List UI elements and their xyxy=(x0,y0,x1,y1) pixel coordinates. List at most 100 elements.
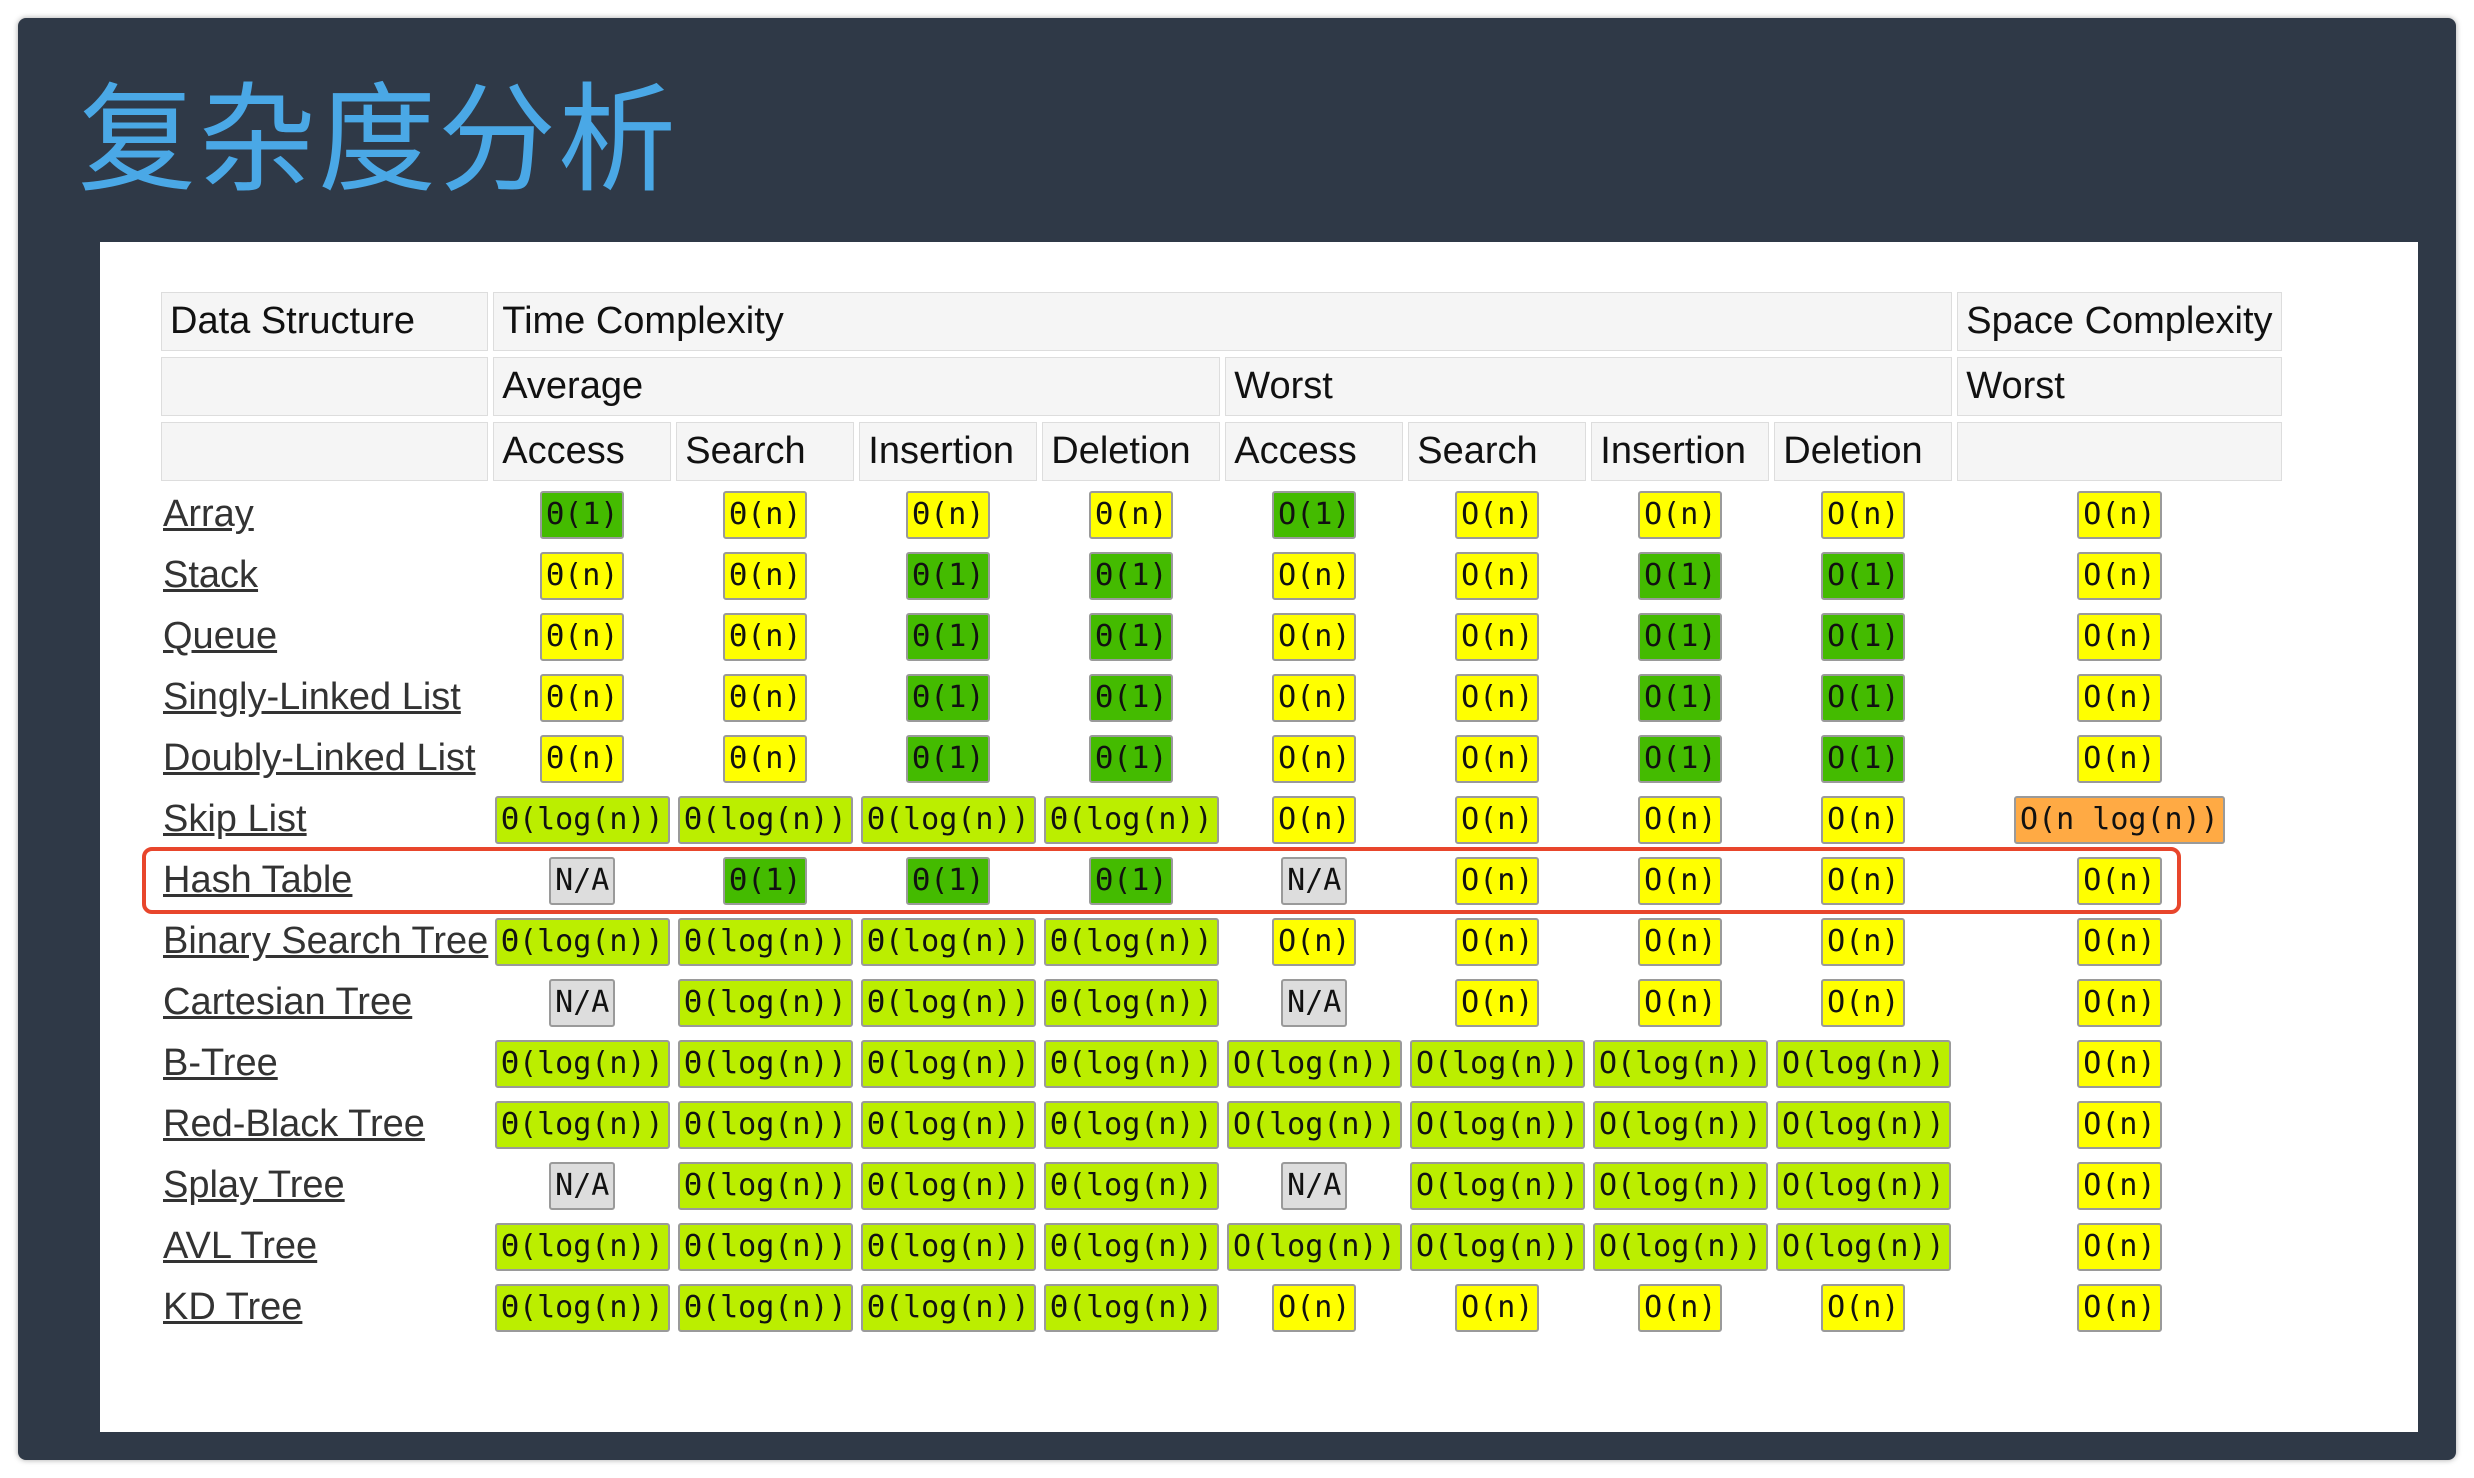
data-structure-link[interactable]: Array xyxy=(163,493,254,535)
data-structure-link[interactable]: Queue xyxy=(163,615,278,657)
complexity-cell: Θ(n) xyxy=(493,548,671,603)
complexity-cell: Θ(1) xyxy=(1042,609,1220,664)
complexity-cell: O(1) xyxy=(1591,548,1769,603)
complexity-cell: O(n) xyxy=(1774,914,1952,969)
complexity-badge: Θ(1) xyxy=(906,856,991,905)
complexity-badge: O(n) xyxy=(1638,1283,1723,1332)
complexity-cell: Θ(log(n)) xyxy=(676,975,854,1030)
data-structure-link[interactable]: Splay Tree xyxy=(163,1164,345,1206)
complexity-badge: Θ(log(n)) xyxy=(1043,1161,1219,1210)
complexity-badge: O(n) xyxy=(2077,1161,2162,1210)
complexity-badge: Θ(log(n)) xyxy=(677,795,853,844)
complexity-cell: O(log(n)) xyxy=(1408,1158,1586,1213)
complexity-badge: Θ(1) xyxy=(906,673,991,722)
complexity-cell: O(n) xyxy=(1225,792,1403,847)
complexity-badge: Θ(1) xyxy=(1089,673,1174,722)
complexity-cell: O(n) xyxy=(1225,914,1403,969)
complexity-badge: O(log(n)) xyxy=(1592,1100,1768,1149)
complexity-badge: O(n) xyxy=(1638,917,1723,966)
complexity-cell: O(n) xyxy=(1957,731,2281,786)
complexity-badge: O(1) xyxy=(1821,673,1906,722)
complexity-badge: O(log(n)) xyxy=(1409,1161,1585,1210)
complexity-badge: O(n) xyxy=(2077,1100,2162,1149)
header-avg-search: Search xyxy=(676,422,855,481)
complexity-cell: N/A xyxy=(1225,975,1403,1030)
row-name-cell: Binary Search Tree xyxy=(161,914,488,969)
table-row: Array Θ(1) Θ(n) Θ(n) Θ(n) O(1) O(n) O(n) O(n) O(n… xyxy=(161,487,2282,542)
data-structure-link[interactable]: B-Tree xyxy=(163,1042,278,1084)
data-structure-link[interactable]: Singly-Linked List xyxy=(163,676,461,718)
complexity-cell: Θ(1) xyxy=(859,853,1037,908)
complexity-badge: Θ(log(n)) xyxy=(1043,917,1219,966)
data-structure-link[interactable]: Binary Search Tree xyxy=(163,920,489,962)
table-row: Splay Tree N/A Θ(log(n)) Θ(log(n)) Θ(log(n))… xyxy=(161,1158,2282,1213)
complexity-badge: O(n) xyxy=(1821,1283,1906,1332)
complexity-cell: Θ(log(n)) xyxy=(859,792,1037,847)
complexity-cell: Θ(n) xyxy=(859,487,1037,542)
complexity-badge: Θ(n) xyxy=(723,612,808,661)
complexity-cell: Θ(log(n)) xyxy=(1042,792,1220,847)
complexity-badge: O(1) xyxy=(1821,551,1906,600)
complexity-badge: O(1) xyxy=(1638,612,1723,661)
complexity-cell: Θ(log(n)) xyxy=(859,1158,1037,1213)
complexity-badge: Θ(log(n)) xyxy=(677,1039,853,1088)
complexity-badge: Θ(log(n)) xyxy=(494,1100,670,1149)
complexity-badge: Θ(n) xyxy=(906,490,991,539)
complexity-cell: O(n) xyxy=(1957,1219,2281,1274)
complexity-badge: O(n) xyxy=(1821,490,1906,539)
complexity-cell: O(log(n)) xyxy=(1408,1036,1586,1091)
complexity-cell: O(n) xyxy=(1225,670,1403,725)
complexity-panel: Data Structure Time Complexity Space Com… xyxy=(100,242,2418,1432)
data-structure-link[interactable]: KD Tree xyxy=(163,1286,303,1328)
complexity-badge: O(log(n)) xyxy=(1226,1039,1402,1088)
row-name-cell: Stack xyxy=(161,548,488,603)
complexity-cell: Θ(log(n)) xyxy=(676,1280,854,1335)
header-worst-access: Access xyxy=(1225,422,1404,481)
complexity-badge: O(n) xyxy=(1638,978,1723,1027)
complexity-badge: Θ(log(n)) xyxy=(677,1283,853,1332)
complexity-badge: Θ(1) xyxy=(540,490,625,539)
complexity-badge: N/A xyxy=(549,856,616,905)
complexity-cell: O(log(n)) xyxy=(1408,1097,1586,1152)
slide: 复杂度分析 Data Structure Time Complexity Spa… xyxy=(18,18,2456,1460)
header-worst: Worst xyxy=(1225,357,1953,416)
complexity-cell: O(n) xyxy=(1408,975,1586,1030)
row-name-cell: Skip List xyxy=(161,792,488,847)
complexity-cell: Θ(1) xyxy=(676,853,854,908)
complexity-badge: Θ(1) xyxy=(906,734,991,783)
complexity-cell: O(1) xyxy=(1591,670,1769,725)
complexity-cell: N/A xyxy=(493,975,671,1030)
complexity-badge: O(n) xyxy=(2077,917,2162,966)
row-name-cell: B-Tree xyxy=(161,1036,488,1091)
complexity-badge: O(n) xyxy=(1455,734,1540,783)
complexity-cell: O(1) xyxy=(1774,609,1952,664)
header-space-worst: Worst xyxy=(1957,357,2282,416)
data-structure-link[interactable]: Doubly-Linked List xyxy=(163,737,476,779)
complexity-cell: O(n) xyxy=(1957,548,2281,603)
complexity-cell: Θ(n) xyxy=(493,670,671,725)
complexity-badge: O(1) xyxy=(1638,551,1723,600)
complexity-cell: O(log(n)) xyxy=(1591,1097,1769,1152)
complexity-cell: O(log(n)) xyxy=(1225,1219,1403,1274)
complexity-badge: Θ(log(n)) xyxy=(677,1161,853,1210)
complexity-cell: O(n) xyxy=(1591,487,1769,542)
data-structure-link[interactable]: Red-Black Tree xyxy=(163,1103,425,1145)
complexity-cell: Θ(log(n)) xyxy=(493,1219,671,1274)
complexity-cell: Θ(log(n)) xyxy=(493,792,671,847)
data-structure-link[interactable]: AVL Tree xyxy=(163,1225,318,1267)
complexity-badge: Θ(log(n)) xyxy=(677,917,853,966)
complexity-cell: O(n log(n)) xyxy=(1957,792,2281,847)
complexity-badge: O(n) xyxy=(1455,917,1540,966)
complexity-cell: Θ(1) xyxy=(1042,670,1220,725)
complexity-cell: O(n) xyxy=(1591,853,1769,908)
data-structure-link[interactable]: Stack xyxy=(163,554,259,596)
table-row: Queue Θ(n) Θ(n) Θ(1) Θ(1) O(n) O(n) O(1) O(1) O(n… xyxy=(161,609,2282,664)
complexity-cell: O(log(n)) xyxy=(1774,1219,1952,1274)
complexity-cell: N/A xyxy=(493,1158,671,1213)
header-blank xyxy=(1957,422,2282,481)
data-structure-link[interactable]: Cartesian Tree xyxy=(163,981,413,1023)
data-structure-link[interactable]: Skip List xyxy=(163,798,307,840)
complexity-badge: O(n) xyxy=(1638,795,1723,844)
complexity-cell: O(1) xyxy=(1774,670,1952,725)
data-structure-link[interactable]: Hash Table xyxy=(163,859,353,901)
